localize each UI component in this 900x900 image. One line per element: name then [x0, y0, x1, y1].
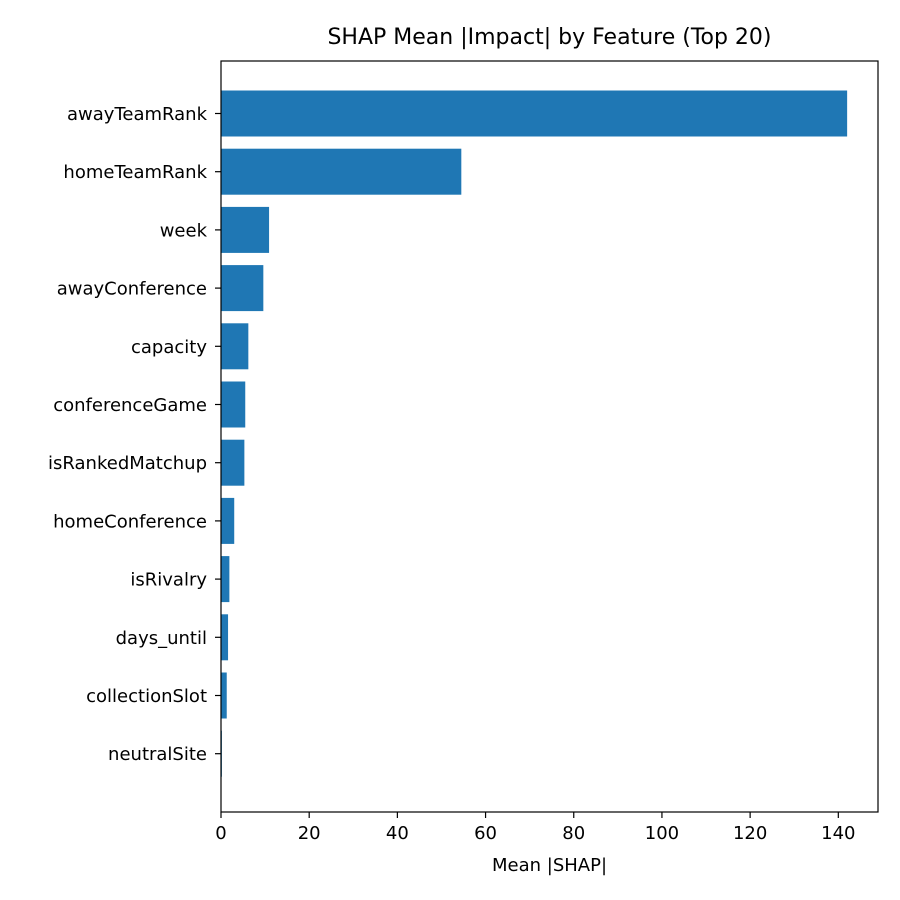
y-tick-label: collectionSlot: [86, 686, 207, 707]
y-tick-label: awayConference: [57, 279, 207, 300]
y-tick-label: isRankedMatchup: [48, 453, 207, 474]
y-tick-label: capacity: [131, 337, 207, 358]
bar-capacity: [221, 323, 249, 370]
x-axis-label: Mean |SHAP|: [492, 855, 607, 876]
bar-collectionSlot: [221, 672, 227, 719]
y-tick-label: days_until: [116, 628, 207, 649]
y-tick-label: homeTeamRank: [63, 162, 207, 183]
bar-homeTeamRank: [221, 148, 462, 195]
x-tick-label: 20: [298, 823, 321, 844]
chart-title: SHAP Mean |Impact| by Feature (Top 20): [327, 25, 771, 50]
x-tick-label: 60: [474, 823, 497, 844]
x-tick-label: 40: [386, 823, 409, 844]
bar-isRivalry: [221, 556, 230, 603]
x-tick-label: 80: [562, 823, 585, 844]
y-tick-label: conferenceGame: [53, 395, 207, 416]
y-tick-labels: awayTeamRank homeTeamRank week awayConferen…: [48, 104, 221, 765]
y-tick-label: week: [160, 220, 208, 241]
plot-frame: [220, 60, 879, 813]
bar-week: [221, 206, 270, 253]
x-tick-label: 0: [215, 823, 226, 844]
y-tick-label: homeConference: [53, 511, 207, 532]
y-tick-label: neutralSite: [108, 744, 207, 765]
bar-awayConference: [221, 265, 264, 312]
y-tick-label: awayTeamRank: [67, 104, 208, 125]
bars-group: [221, 90, 848, 777]
bar-conferenceGame: [221, 381, 246, 428]
x-axis-ticks: 0 20 40 60 80 100 120 140: [215, 812, 855, 844]
x-tick-label: 100: [645, 823, 679, 844]
y-tick-label: isRivalry: [130, 570, 207, 591]
x-tick-label: 140: [821, 823, 855, 844]
bar-days_until: [221, 614, 229, 661]
bar-homeConference: [221, 497, 235, 544]
bar-awayTeamRank: [221, 90, 848, 137]
x-tick-label: 120: [733, 823, 767, 844]
bar-isRankedMatchup: [221, 439, 245, 486]
